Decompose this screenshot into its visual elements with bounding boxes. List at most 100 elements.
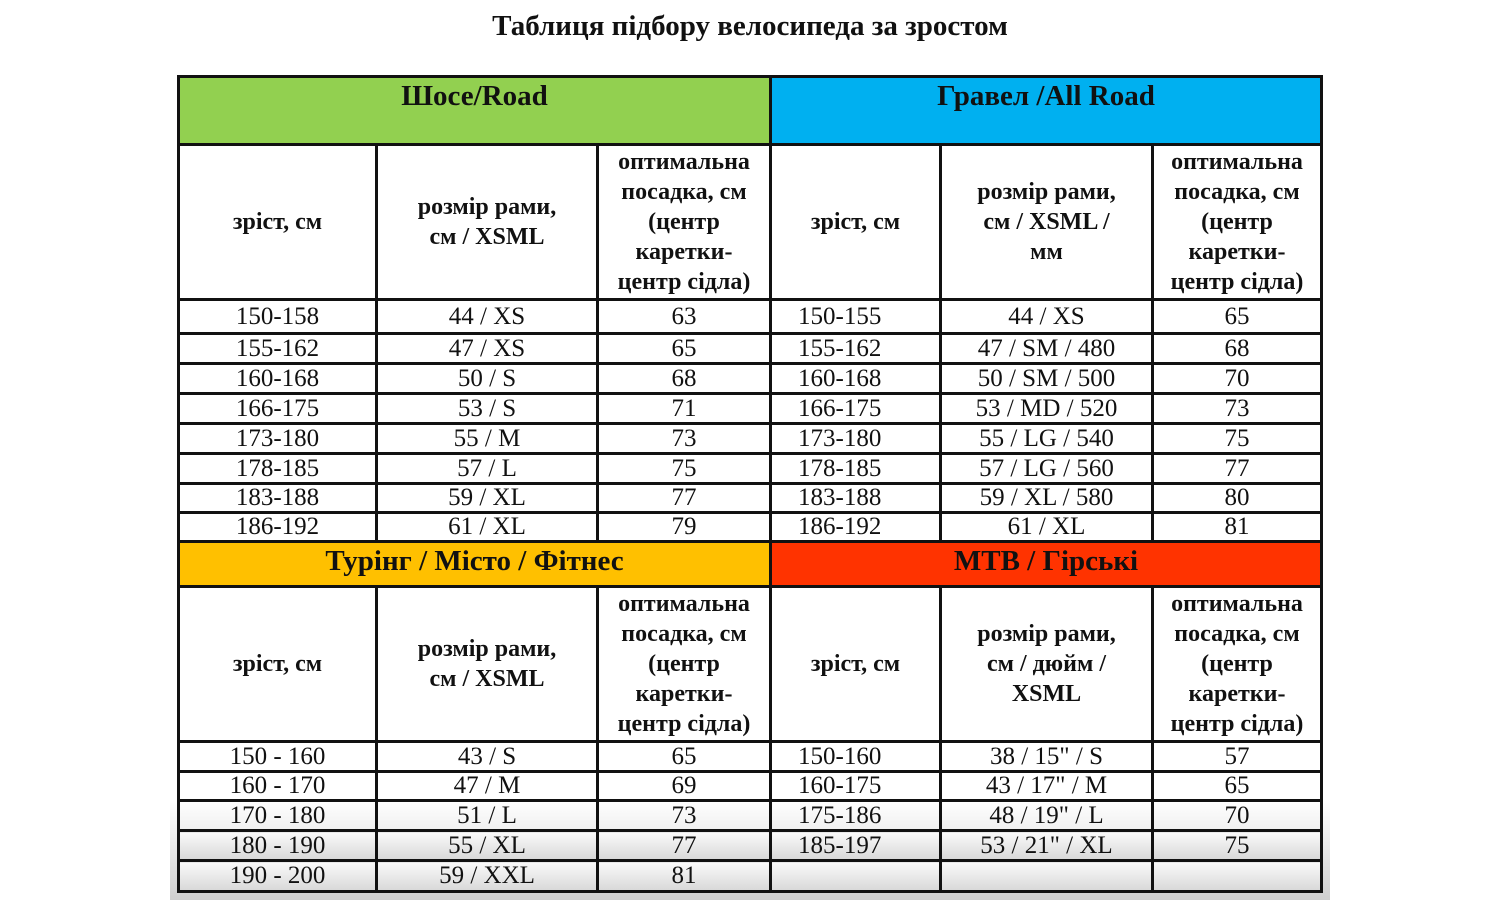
- section-title-mtb: МТВ / Гірські: [769, 540, 1323, 588]
- table-cell: 63: [596, 298, 772, 335]
- table-cell: 77: [596, 482, 772, 514]
- table-cell: 73: [1151, 392, 1323, 425]
- table-row: 178-185 57 / L 75 178-185 57 / LG / 560 77: [177, 452, 1323, 485]
- table-row: 160-168 50 / S 68 160-168 50 / SM / 500 70: [177, 362, 1323, 395]
- table-cell: 75: [1151, 422, 1323, 455]
- table-cell: 61 / XL: [375, 511, 599, 543]
- section-title-touring: Турінг / Місто / Фітнес: [177, 540, 772, 588]
- table-cell: 70: [1151, 799, 1323, 832]
- column-header: розмір рами, см / XSML: [375, 585, 599, 743]
- table-cell: 47 / M: [375, 770, 599, 802]
- table-cell: 44 / XS: [939, 298, 1154, 335]
- table-row: 183-188 59 / XL 77 183-188 59 / XL / 580 80: [177, 482, 1323, 514]
- table-cell: 38 / 15" / S: [939, 740, 1154, 773]
- table-cell: 79: [596, 511, 772, 543]
- table-cell: 43 / 17" / M: [939, 770, 1154, 802]
- table-row: 160 - 170 47 / M 69 160-175 43 / 17" / M 65: [177, 770, 1323, 802]
- table-cell: 59 / XL: [375, 482, 599, 514]
- table-cell: 55 / M: [375, 422, 599, 455]
- top-column-header-row: зріст, см розмір рами, см / XSML оптимальн…: [177, 143, 1323, 301]
- table-cell: 185-197: [769, 829, 942, 862]
- table-cell: 65: [1151, 298, 1323, 335]
- column-header: зріст, см: [177, 585, 378, 743]
- bottom-section-header-row: Турінг / Місто / Фітнес МТВ / Гірські: [177, 540, 1323, 588]
- table-cell: 166-175: [177, 392, 378, 425]
- table-cell: 160 - 170: [177, 770, 378, 802]
- table-cell: 48 / 19" / L: [939, 799, 1154, 832]
- table-cell: 170 - 180: [177, 799, 378, 832]
- table-cell: 190 - 200: [177, 859, 378, 893]
- column-header: оптимальна посадка, см (центр каретки- ц…: [1151, 143, 1323, 301]
- table-cell: 160-175: [769, 770, 942, 802]
- table-cell: 53 / MD / 520: [939, 392, 1154, 425]
- top-section-header-row: Шосе/Road Гравел /All Road: [177, 75, 1323, 146]
- table-cell: 68: [1151, 332, 1323, 365]
- table-row: 186-192 61 / XL 79 186-192 61 / XL 81: [177, 511, 1323, 543]
- column-header: оптимальна посадка, см (центр каретки- ц…: [1151, 585, 1323, 743]
- column-header: зріст, см: [177, 143, 378, 301]
- table-cell: 180 - 190: [177, 829, 378, 862]
- table-cell: 77: [1151, 452, 1323, 485]
- table-cell: 47 / XS: [375, 332, 599, 365]
- column-header: розмір рами, см / дюйм / XSML: [939, 585, 1154, 743]
- table-row: 150 - 160 43 / S 65 150-160 38 / 15" / S 57: [177, 740, 1323, 773]
- table-row: 173-180 55 / M 73 173-180 55 / LG / 540 75: [177, 422, 1323, 455]
- table-cell: 166-175: [769, 392, 942, 425]
- table-cell: 53 / S: [375, 392, 599, 425]
- table-cell: 160-168: [177, 362, 378, 395]
- table-row: 150-158 44 / XS 63 150-155 44 / XS 65: [177, 298, 1323, 335]
- table-cell: 57 / L: [375, 452, 599, 485]
- table-cell: 55 / XL: [375, 829, 599, 862]
- table-cell: 183-188: [769, 482, 942, 514]
- table-cell: 70: [1151, 362, 1323, 395]
- table-cell: 75: [596, 452, 772, 485]
- table-cell: 51 / L: [375, 799, 599, 832]
- table-cell: 65: [596, 332, 772, 365]
- table-cell: [939, 859, 1154, 893]
- table-cell: 155-162: [177, 332, 378, 365]
- column-header: оптимальна посадка, см (центр каретки- ц…: [596, 585, 772, 743]
- table-cell: [769, 859, 942, 893]
- table-cell: 160-168: [769, 362, 942, 395]
- table-row: 190 - 200 59 / XXL 81: [177, 859, 1323, 893]
- table-row: 166-175 53 / S 71 166-175 53 / MD / 520 73: [177, 392, 1323, 425]
- section-title-road: Шосе/Road: [177, 75, 772, 146]
- table-cell: 80: [1151, 482, 1323, 514]
- table-cell: 57: [1151, 740, 1323, 773]
- column-header: розмір рами, см / XSML: [375, 143, 599, 301]
- table-cell: 68: [596, 362, 772, 395]
- table-cell: 186-192: [177, 511, 378, 543]
- table-cell: 50 / S: [375, 362, 599, 395]
- table-cell: [1151, 859, 1323, 893]
- table-row: 180 - 190 55 / XL 77 185-197 53 / 21" / XL 75: [177, 829, 1323, 862]
- column-header: зріст, см: [769, 585, 942, 743]
- table-cell: 175-186: [769, 799, 942, 832]
- page-title: Таблиця підбору велосипеда за зростом: [492, 10, 1008, 42]
- table-row: 170 - 180 51 / L 73 175-186 48 / 19" / L 70: [177, 799, 1323, 832]
- table-cell: 150-160: [769, 740, 942, 773]
- bike-size-table: Шосе/Road Гравел /All Road зріст, см розмір…: [177, 75, 1323, 893]
- table-cell: 69: [596, 770, 772, 802]
- table-cell: 73: [596, 422, 772, 455]
- table-cell: 155-162: [769, 332, 942, 365]
- table-cell: 59 / XL / 580: [939, 482, 1154, 514]
- section-title-gravel: Гравел /All Road: [769, 75, 1323, 146]
- table-cell: 43 / S: [375, 740, 599, 773]
- table-cell: 61 / XL: [939, 511, 1154, 543]
- table-cell: 50 / SM / 500: [939, 362, 1154, 395]
- table-cell: 81: [596, 859, 772, 893]
- table-cell: 150 - 160: [177, 740, 378, 773]
- table-cell: 59 / XXL: [375, 859, 599, 893]
- table-cell: 173-180: [177, 422, 378, 455]
- table-cell: 173-180: [769, 422, 942, 455]
- table-cell: 183-188: [177, 482, 378, 514]
- table-row: 155-162 47 / XS 65 155-162 47 / SM / 480 68: [177, 332, 1323, 365]
- table-cell: 178-185: [177, 452, 378, 485]
- table-cell: 73: [596, 799, 772, 832]
- table-cell: 44 / XS: [375, 298, 599, 335]
- table-cell: 53 / 21" / XL: [939, 829, 1154, 862]
- table-cell: 65: [1151, 770, 1323, 802]
- table-cell: 47 / SM / 480: [939, 332, 1154, 365]
- column-header: розмір рами, см / XSML / мм: [939, 143, 1154, 301]
- table-cell: 71: [596, 392, 772, 425]
